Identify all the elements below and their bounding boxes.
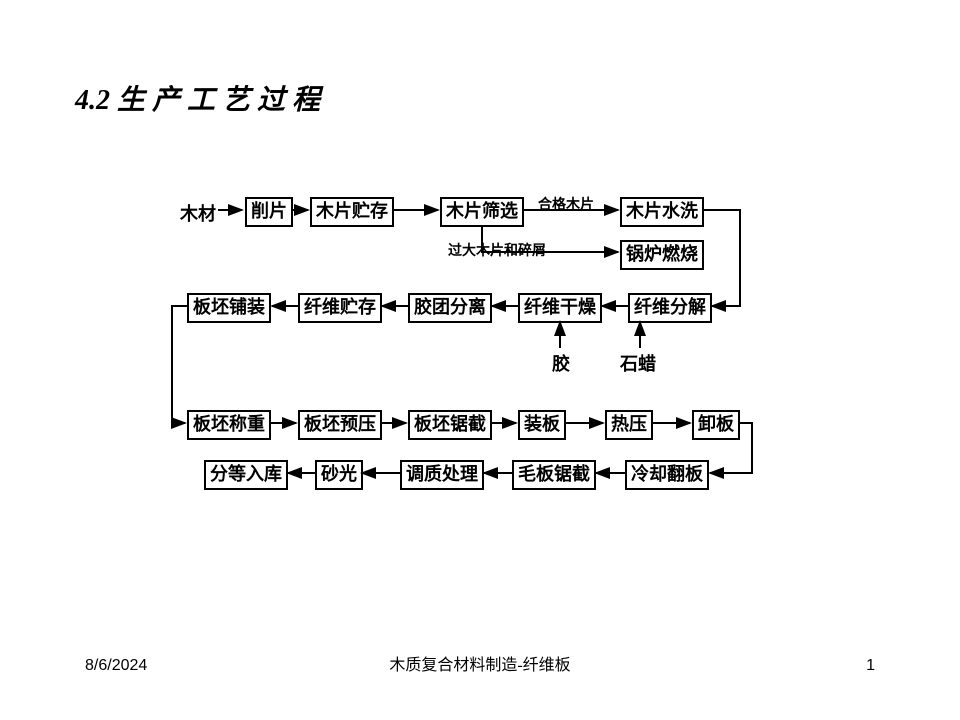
arrows-layer [0, 0, 960, 720]
flowchart: 木材 削片 木片贮存 木片筛选 合格木片 木片水洗 过大木片和碎屑 锅炉燃烧 板… [0, 0, 960, 720]
footer-page: 1 [866, 657, 875, 675]
footer-title: 木质复合材料制造-纤维板 [0, 651, 960, 675]
